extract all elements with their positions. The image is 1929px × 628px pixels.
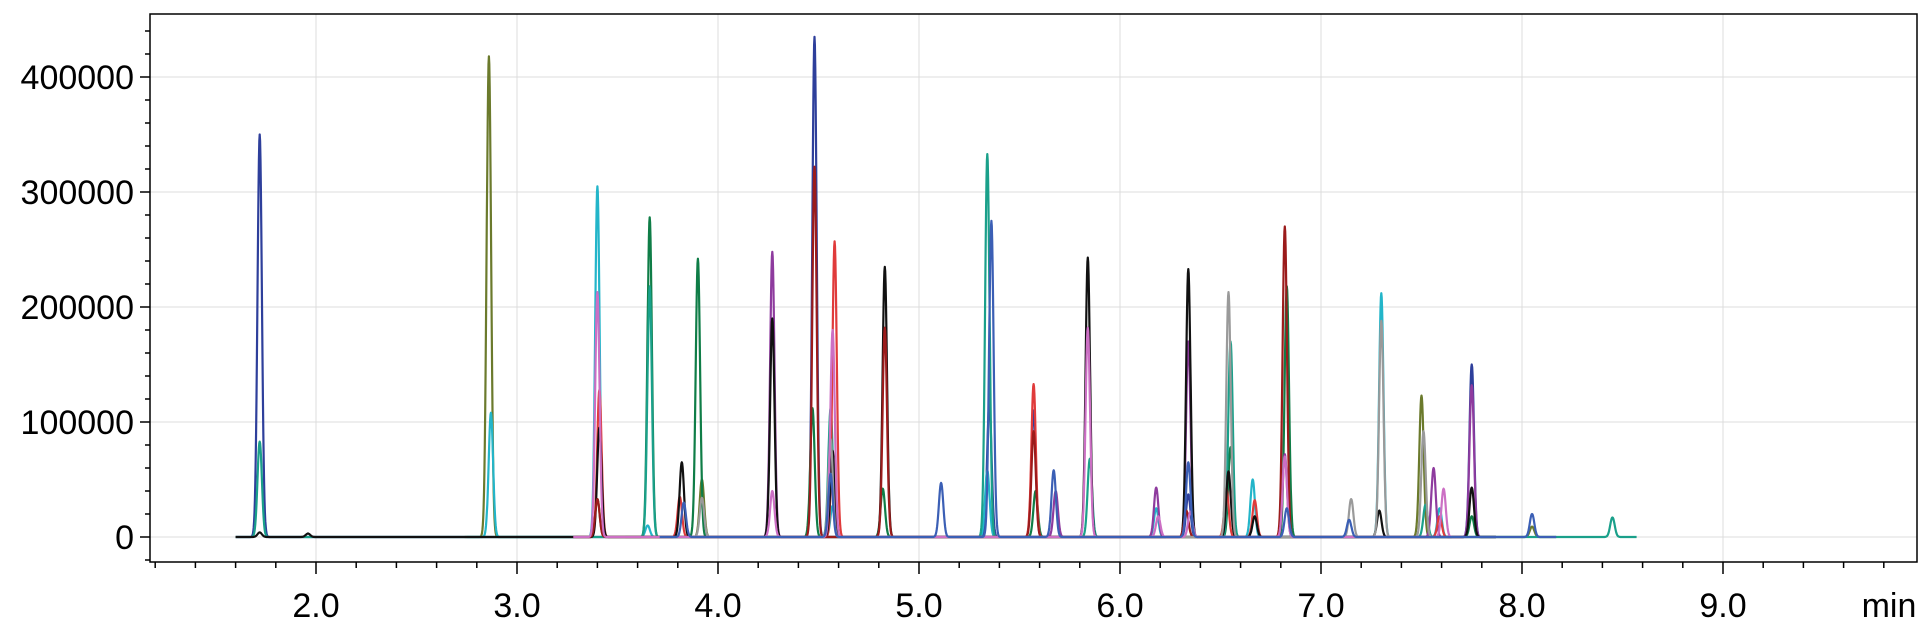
peak-apex	[646, 524, 649, 527]
peak-apex	[1348, 519, 1350, 521]
peak-apex	[258, 440, 261, 443]
peak-apex	[1032, 430, 1035, 433]
series-line-8	[234, 256, 1497, 539]
peak-apex	[1432, 467, 1435, 469]
x-axis-unit-label: min	[1862, 587, 1917, 625]
y-tick-label: 400000	[21, 59, 134, 97]
peak-apex	[1611, 516, 1614, 519]
plot-frame	[149, 13, 1918, 563]
x-tick-label: 8.0	[1498, 587, 1545, 625]
peak-apex	[1187, 461, 1190, 464]
peak-apex	[1531, 525, 1533, 528]
peak-apex	[1052, 469, 1055, 472]
peak-apex	[771, 251, 774, 253]
peak-apex	[683, 501, 685, 504]
series-line-11	[572, 291, 1469, 539]
x-tick-label: 5.0	[895, 587, 942, 625]
peak-apex	[884, 326, 886, 329]
peak-apex	[490, 412, 492, 414]
peak-apex	[258, 133, 261, 136]
peak-apex	[1471, 515, 1473, 518]
series-line-3	[466, 185, 1465, 539]
peak-apex	[771, 490, 774, 492]
peak-apex	[986, 153, 989, 155]
series-line-1	[234, 35, 1497, 539]
x-tick-label: 3.0	[493, 587, 540, 625]
x-tick-label: 2.0	[292, 587, 339, 625]
peak-apex	[1227, 291, 1230, 293]
peak-apex	[1284, 225, 1286, 228]
peak-apex	[1187, 268, 1190, 270]
peak-apex	[831, 329, 834, 331]
peak-apex	[1032, 383, 1035, 385]
x-tick-label: 7.0	[1297, 587, 1344, 625]
peak-apex	[1442, 487, 1445, 490]
peak-apex	[697, 257, 699, 260]
peak-apex	[701, 497, 703, 499]
peak-apex	[1253, 515, 1256, 518]
peak-apex	[1422, 430, 1425, 433]
peak-apex	[1187, 340, 1190, 343]
grid-lines	[150, 14, 1917, 562]
peak-apex	[940, 482, 942, 484]
peak-apex	[1350, 498, 1352, 500]
peak-apex	[884, 266, 886, 268]
peak-apex	[1087, 326, 1089, 329]
peak-apex	[596, 498, 599, 500]
peak-apex	[1087, 256, 1089, 259]
peak-apex	[488, 55, 490, 58]
y-tick-label: 300000	[21, 174, 134, 212]
peak-apex	[1157, 515, 1159, 518]
peak-apex	[596, 185, 599, 188]
peak-apex	[1253, 499, 1256, 502]
peak-apex	[307, 532, 309, 535]
x-tick-label: 9.0	[1699, 587, 1746, 625]
peak-apex	[1380, 320, 1383, 322]
y-tick-label: 200000	[21, 289, 134, 327]
x-tick-label: 6.0	[1096, 587, 1143, 625]
peak-apex	[1155, 507, 1157, 510]
series-line-10	[677, 291, 1449, 539]
peak-apex	[1187, 493, 1190, 496]
peak-apex	[1227, 470, 1230, 473]
peak-apex	[648, 285, 651, 288]
peak-apex	[1438, 507, 1441, 510]
series-layer	[234, 35, 1638, 539]
peak-apex	[990, 220, 993, 222]
peak-apex	[882, 487, 884, 490]
peak-apex	[833, 240, 836, 243]
peak-apex	[1471, 363, 1473, 366]
series-line-12	[658, 219, 1557, 539]
series-line-7	[574, 240, 1465, 539]
axes: 0 100000 200000 300000 400000 2.0 3.0 4.0 5.0 6.0…	[21, 30, 1885, 625]
peak-apex	[1155, 486, 1157, 489]
peak-apex	[1380, 292, 1383, 295]
x-tick-label: 4.0	[694, 587, 741, 625]
peak-apex	[1531, 513, 1533, 515]
peak-apex	[1284, 453, 1286, 456]
series-line-4	[624, 216, 1497, 539]
peak-apex	[1378, 509, 1381, 512]
y-tick-label: 0	[115, 519, 134, 557]
peak-apex	[681, 461, 683, 464]
peak-apex	[1420, 394, 1423, 397]
peak-apex	[648, 216, 651, 219]
peak-apex	[1471, 486, 1473, 489]
peak-apex	[813, 165, 816, 168]
peak-apex	[1471, 384, 1473, 387]
peak-apex	[1286, 507, 1288, 510]
peak-apex	[596, 291, 599, 293]
peak-apex	[1284, 455, 1286, 458]
peak-apex	[829, 473, 832, 475]
peak-apex	[771, 317, 774, 320]
peak-apex	[813, 36, 816, 38]
y-tick-label: 100000	[21, 404, 134, 442]
peak-apex	[258, 531, 261, 534]
peak-apex	[1251, 478, 1254, 481]
series-line-2	[464, 55, 1557, 539]
